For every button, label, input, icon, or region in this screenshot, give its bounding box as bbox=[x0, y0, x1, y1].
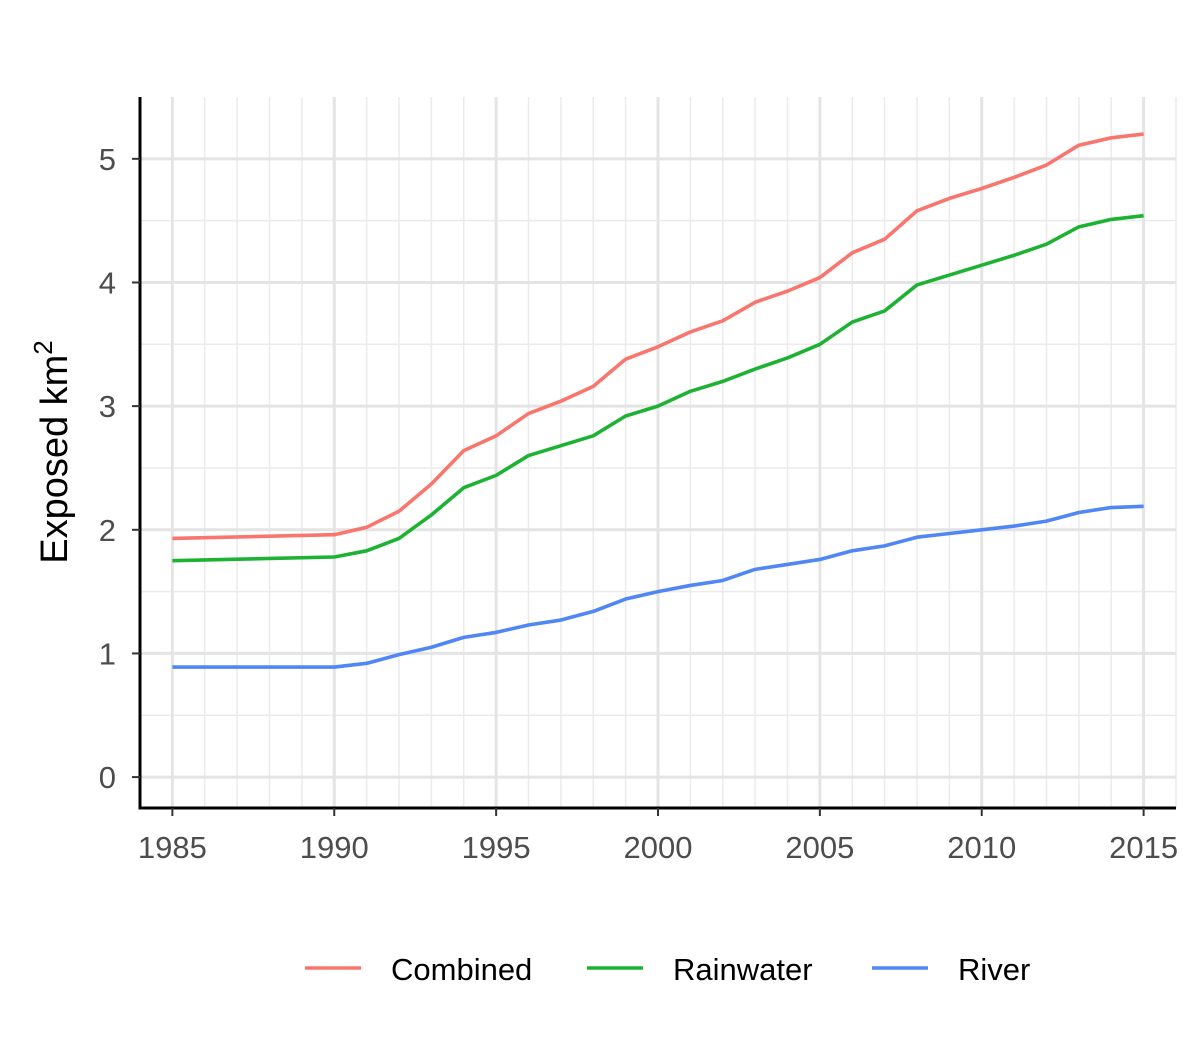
grid bbox=[139, 97, 1177, 808]
x-tick-label: 2005 bbox=[785, 830, 854, 865]
legend-label: Combined bbox=[391, 952, 532, 987]
y-axis-title-text: Exposed km bbox=[34, 355, 76, 564]
series-line-river bbox=[172, 504, 1144, 669]
y-tick-label: 0 bbox=[99, 760, 116, 795]
x-tick-label: 1995 bbox=[462, 830, 531, 865]
tick-labels: 1985 1990 1995 2000 2005 2010 2015 0 1 2 3 4 5 bbox=[99, 142, 1178, 865]
y-tick-label: 5 bbox=[99, 142, 116, 177]
y-tick-label: 4 bbox=[99, 265, 116, 300]
x-tick-label: 2015 bbox=[1109, 830, 1178, 865]
legend-item-combined: Combined bbox=[305, 952, 532, 987]
y-axis-title: Exposed km2 bbox=[28, 340, 76, 564]
legend-item-river: River bbox=[872, 952, 1030, 987]
y-tick-label: 1 bbox=[99, 636, 116, 671]
x-tick-label: 2010 bbox=[947, 830, 1016, 865]
x-tick-label: 1985 bbox=[138, 830, 207, 865]
series-lines bbox=[172, 132, 1144, 669]
series-line-rainwater bbox=[172, 213, 1144, 563]
axes bbox=[132, 97, 1176, 816]
y-tick-label: 2 bbox=[99, 513, 116, 548]
series-line-combined bbox=[172, 132, 1144, 541]
legend: Combined Rainwater River bbox=[305, 952, 1030, 987]
legend-label: Rainwater bbox=[673, 952, 813, 987]
legend-label: River bbox=[958, 952, 1030, 987]
y-tick-label: 3 bbox=[99, 389, 116, 424]
legend-item-rainwater: Rainwater bbox=[587, 952, 813, 987]
x-tick-label: 1990 bbox=[300, 830, 369, 865]
y-axis-title-superscript: 2 bbox=[28, 340, 58, 354]
x-tick-label: 2000 bbox=[624, 830, 693, 865]
